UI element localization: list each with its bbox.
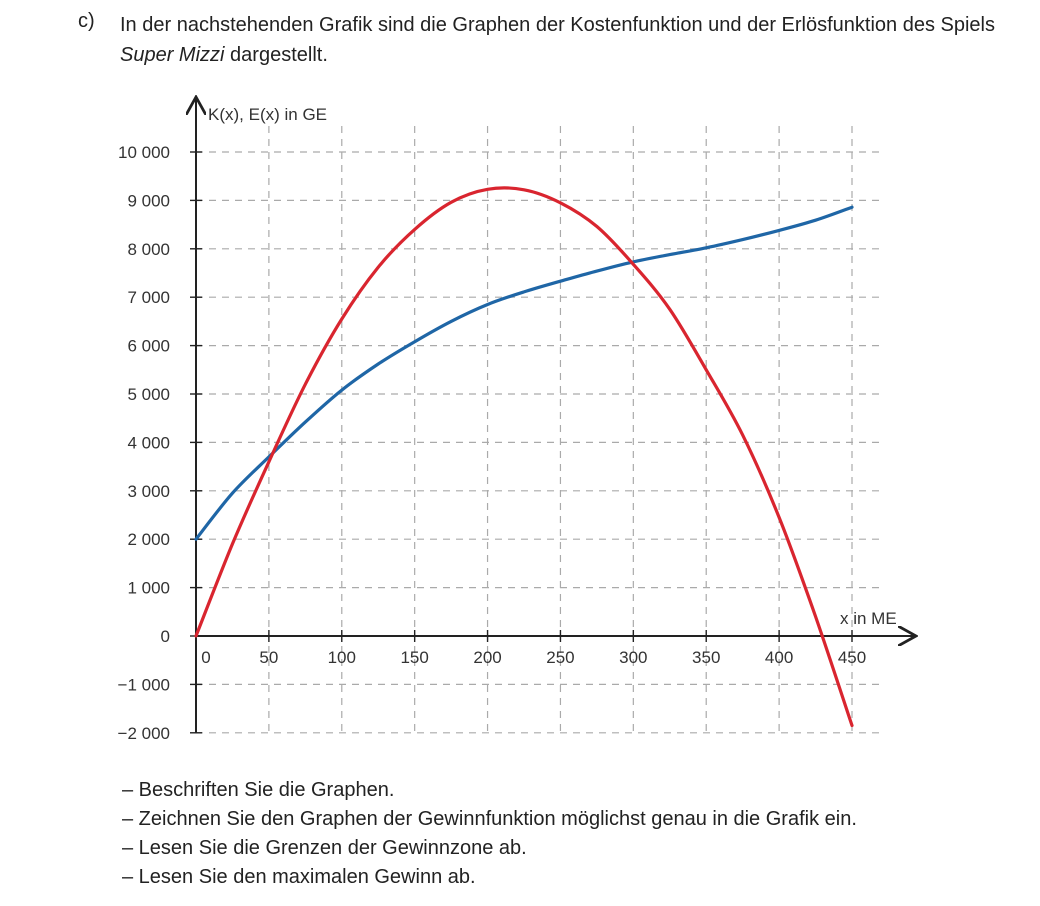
instruction-item: – Beschriften Sie die Graphen. [122, 779, 395, 801]
game-title: Super Mizzi [120, 44, 225, 66]
intro-text: In der nachstehenden Grafik sind die Gra… [120, 10, 1010, 70]
cost-curve [194, 205, 854, 541]
y-tick-label: 6 000 [127, 337, 170, 356]
y-tick-label: 0 [161, 627, 170, 646]
y-tick-label: 3 000 [127, 482, 170, 501]
intro-text-end: dargestellt. [224, 44, 328, 66]
x-tick-label: 150 [400, 648, 428, 667]
x-tick-label: 450 [838, 648, 866, 667]
revenue-curve [194, 186, 854, 728]
y-tick-label: 9 000 [127, 191, 170, 210]
y-tick-label: −1 000 [118, 675, 170, 694]
cost-revenue-chart: 10 000 9 000 8 000 7 000 6 000 5 000 4 000 3 00… [118, 0, 1040, 743]
y-tick-label: 2 000 [127, 530, 170, 549]
x-tick-label: 100 [328, 648, 356, 667]
x-tick-label: 350 [692, 648, 720, 667]
y-tick-label: 5 000 [127, 385, 170, 404]
grid [196, 126, 882, 735]
x-tick-label: 250 [546, 648, 574, 667]
x-tick-label: 200 [473, 648, 501, 667]
y-tick-label: 10 000 [118, 143, 170, 162]
y-tick-label: 7 000 [127, 288, 170, 307]
x-tick-label: 50 [259, 648, 278, 667]
y-tick-label: 1 000 [127, 579, 170, 598]
instruction-item: – Lesen Sie die Grenzen der Gewinnzone a… [122, 837, 527, 859]
y-tick-label: 8 000 [127, 240, 170, 259]
x-tick-label: 0 [201, 648, 210, 667]
x-tick-label: 400 [765, 648, 793, 667]
axes [190, 97, 916, 734]
x-tick-label: 300 [619, 648, 647, 667]
y-tick-label: −2 000 [118, 724, 170, 743]
instruction-item: – Lesen Sie den maximalen Gewinn ab. [122, 866, 476, 888]
instruction-list: – Beschriften Sie die Graphen. – Zeichnen… [122, 776, 857, 892]
x-axis-label: x in ME [840, 609, 897, 628]
curves [194, 186, 854, 728]
instruction-item: – Zeichnen Sie den Graphen der Gewinnfun… [122, 808, 857, 830]
y-tick-label: 4 000 [127, 433, 170, 452]
y-axis-label: K(x), E(x) in GE [208, 105, 327, 124]
task-label: c) [78, 10, 95, 32]
tick-labels: 10 000 9 000 8 000 7 000 6 000 5 000 4 000 3 00… [118, 143, 867, 743]
intro-text-start: In der nachstehenden Grafik sind die Gra… [120, 14, 995, 36]
